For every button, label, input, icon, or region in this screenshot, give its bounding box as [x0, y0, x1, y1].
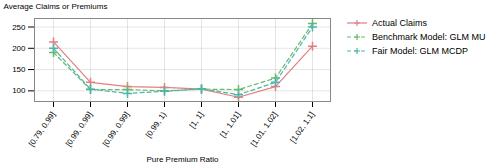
svg-text:150: 150: [12, 65, 26, 74]
svg-text:[0.99, 1): [0.99, 1): [144, 110, 168, 139]
svg-text:100: 100: [12, 86, 26, 95]
html-text:Benchmark Model: GLM MU: Benchmark Model: GLM MU: [372, 32, 486, 42]
svg-text:[1, 1]: [1, 1]: [188, 110, 206, 130]
svg-text:Pure Premium Ratio: Pure Premium Ratio: [146, 155, 219, 163]
svg-text:[1, 1.01]: [1, 1.01]: [218, 110, 242, 139]
svg-text:[0.99, 0.99]: [0.99, 0.99]: [64, 110, 94, 148]
svg-text:[0.99, 0.99]: [0.99, 0.99]: [101, 110, 131, 148]
svg-text:[1.02, 1.1]: [1.02, 1.1]: [288, 110, 316, 144]
svg-text:200: 200: [12, 44, 26, 53]
svg-text:[1.01, 1.02]: [1.01, 1.02]: [249, 110, 279, 148]
svg-text:[0.79, 0.99]: [0.79, 0.99]: [27, 110, 57, 148]
svg-text:250: 250: [12, 23, 26, 32]
html-text:Fair Model: GLM MCDP: Fair Model: GLM MCDP: [372, 46, 468, 56]
svg-text:Average Claims or Premiums: Average Claims or Premiums: [4, 2, 108, 11]
html-text:Actual Claims: Actual Claims: [372, 18, 427, 28]
